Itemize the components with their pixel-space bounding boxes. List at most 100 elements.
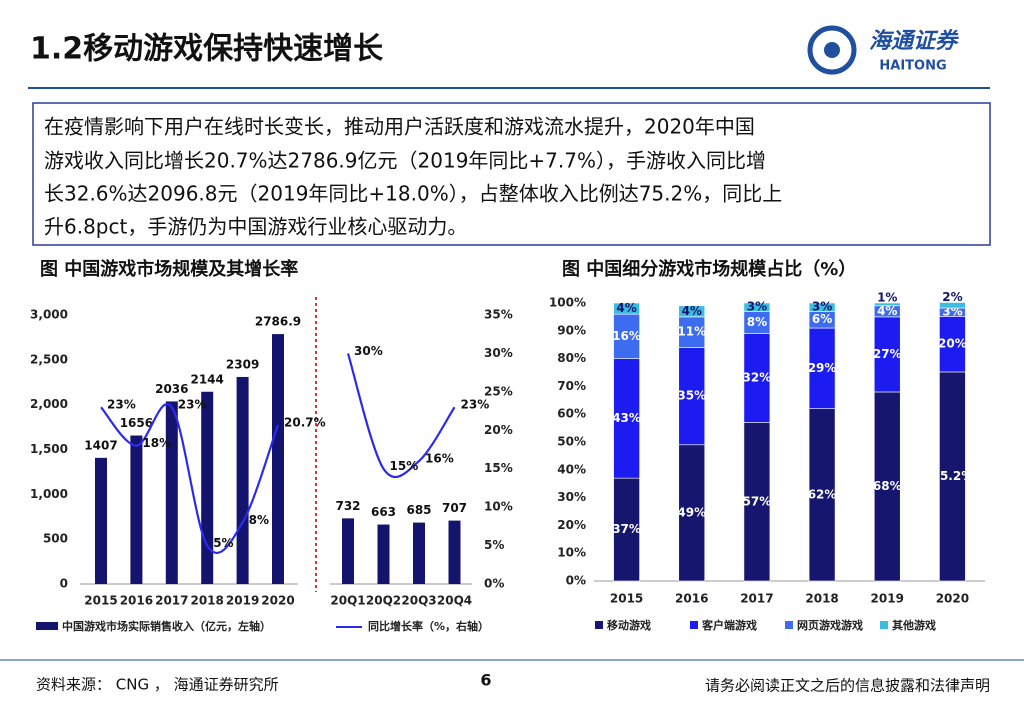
x-tick-label: 2019 <box>871 592 904 606</box>
bar <box>165 401 178 584</box>
y-tick-label: 1,500 <box>30 442 68 456</box>
segment-label: 49% <box>677 505 706 519</box>
segment-label: 37% <box>612 522 641 536</box>
legend-label: 移动游戏 <box>607 618 651 632</box>
x-tick-label: 2016 <box>675 592 708 606</box>
stack-segment <box>678 444 706 582</box>
bar <box>377 524 390 584</box>
segment-label: 29% <box>808 361 837 375</box>
y2-tick-label: 15% <box>484 461 513 475</box>
segment-label: 2% <box>942 290 962 304</box>
y-tick-label: 1,000 <box>30 487 68 501</box>
y-tick-label: 70% <box>557 379 586 393</box>
chart-title: 图 中国细分游戏市场规模占比（%） <box>562 258 856 280</box>
segment-label: 1% <box>877 291 897 305</box>
bar-value-label: 2309 <box>226 357 259 371</box>
x-tick-label: 2015 <box>84 594 117 608</box>
bar <box>236 376 249 584</box>
bar <box>448 520 461 584</box>
line-value-label: 30% <box>354 344 383 358</box>
legend-swatch <box>880 621 888 629</box>
bar <box>95 457 107 584</box>
x-tick-label: 20Q2 <box>366 594 401 608</box>
logo-mark-core <box>824 42 840 58</box>
y2-tick-label: 5% <box>484 538 504 552</box>
y-tick-label: 10% <box>557 546 586 560</box>
segment-label: 11% <box>677 325 706 339</box>
stack-segment <box>873 316 901 393</box>
y-tick-label: 90% <box>557 323 586 337</box>
y-tick-label: 3,000 <box>30 308 68 322</box>
x-tick-label: 2019 <box>226 594 259 608</box>
stack-segment <box>939 302 966 309</box>
stack-segment <box>613 302 640 315</box>
y2-tick-label: 35% <box>484 308 513 322</box>
legend-label: 网页游戏游戏 <box>797 618 863 632</box>
summary-line: 升6.8pct，手游仍为中国游戏行业核心驱动力。 <box>44 215 467 239</box>
y-tick-label: 100% <box>549 296 586 310</box>
bar <box>342 518 354 584</box>
summary-line: 长32.6%达2096.8元（2019年同比+18.0%），占整体收入比例达75… <box>44 182 782 206</box>
segment-label: 27% <box>873 347 902 361</box>
x-tick-label: 2020 <box>261 594 294 608</box>
y2-tick-label: 20% <box>484 423 513 437</box>
y-tick-label: 2,500 <box>30 352 68 366</box>
stack-segment <box>808 327 836 409</box>
stack-segment <box>743 422 771 582</box>
segment-label: 4% <box>616 301 636 315</box>
segment-label: 3% <box>747 300 767 314</box>
segment-label: 8% <box>747 315 767 329</box>
segment-label: 4% <box>682 304 702 318</box>
segment-label: 4% <box>877 304 897 318</box>
bar-value-label: 1407 <box>84 438 117 452</box>
x-tick-label: 20Q4 <box>437 594 472 608</box>
x-tick-label: 2016 <box>120 594 153 608</box>
bar <box>272 334 284 584</box>
bar-value-label: 2036 <box>155 382 188 396</box>
y2-tick-label: 10% <box>484 500 513 514</box>
legend-label: 同比增长率（%，右轴） <box>368 619 489 633</box>
segment-label: 43% <box>612 411 641 425</box>
stack-segment <box>613 313 640 359</box>
bar-value-label: 732 <box>335 499 360 513</box>
segment-label: 32% <box>743 371 772 385</box>
line-value-label: 20.7% <box>284 415 326 429</box>
y2-tick-label: 30% <box>484 346 513 360</box>
x-tick-label: 2018 <box>805 592 838 606</box>
y-tick-label: 40% <box>557 462 586 476</box>
line-value-label: 23% <box>178 398 207 412</box>
footer-source: 资料来源： CNG ， 海通证券研究所 <box>36 676 279 694</box>
logo-cn: 海通证券 <box>869 29 959 54</box>
bar-value-label: 2144 <box>190 372 223 386</box>
legend-label: 中国游戏市场实际销售收入（亿元，左轴） <box>62 619 271 633</box>
segment-label: 57% <box>743 494 772 508</box>
segment-label: 62% <box>808 487 837 501</box>
y-tick-label: 20% <box>557 518 586 532</box>
slide-title: 1.2移动游戏保持快速增长 <box>30 32 383 67</box>
page-number: 6 <box>480 671 491 690</box>
line-value-label: 18% <box>142 436 171 450</box>
bar-value-label: 707 <box>442 501 467 515</box>
logo-mark <box>807 25 857 75</box>
legend-swatch <box>595 621 603 629</box>
y-tick-label: 2,000 <box>30 397 68 411</box>
legend-swatch <box>785 621 793 629</box>
y2-tick-label: 25% <box>484 384 513 398</box>
x-tick-label: 20Q3 <box>401 594 436 608</box>
stack-segment <box>808 302 836 312</box>
bar-value-label: 685 <box>406 503 431 517</box>
bar-value-label: 663 <box>371 505 396 519</box>
chart-title: 图 中国游戏市场规模及其增长率 <box>40 258 298 280</box>
y-tick-label: 30% <box>557 490 586 504</box>
x-tick-label: 2017 <box>155 594 188 608</box>
segment-label: 35% <box>677 389 706 403</box>
summary-line: 游戏收入同比增长20.7%达2786.9亿元（2019年同比+7.7%），手游收… <box>44 149 766 173</box>
bar-value-label: 1656 <box>120 416 153 430</box>
stack-segment <box>873 391 901 582</box>
legend-label: 其他游戏 <box>892 618 936 632</box>
y-tick-label: 80% <box>557 351 586 365</box>
logo: 海通证券 HAITONG <box>807 25 959 75</box>
x-tick-label: 2018 <box>190 594 223 608</box>
segment-label: 16% <box>612 329 641 343</box>
y-tick-label: 0% <box>566 574 586 588</box>
